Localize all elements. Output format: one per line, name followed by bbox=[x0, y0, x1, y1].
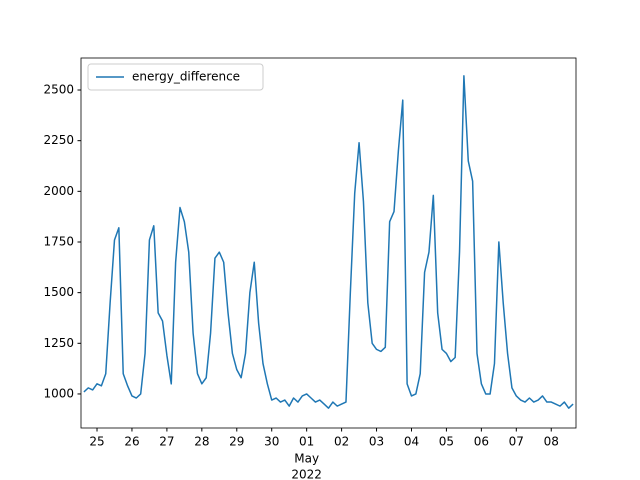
x-tick-label: 04 bbox=[404, 435, 419, 449]
y-tick-label: 1500 bbox=[43, 285, 74, 299]
legend-box bbox=[87, 63, 264, 91]
x-tick-label: 25 bbox=[89, 435, 104, 449]
x-tick-label: 01 bbox=[299, 435, 314, 449]
y-tick-label: 2500 bbox=[43, 83, 74, 97]
y-tick-label: 2250 bbox=[43, 133, 74, 147]
x-tick-label: 05 bbox=[439, 435, 454, 449]
y-tick-label: 1750 bbox=[43, 234, 74, 248]
x-tick-label: 08 bbox=[544, 435, 559, 449]
legend-label: energy_difference bbox=[132, 70, 240, 84]
axes-frame bbox=[80, 57, 577, 429]
x-tick-label: 07 bbox=[509, 435, 524, 449]
data-line bbox=[83, 75, 574, 409]
y-tick-label: 1250 bbox=[43, 336, 74, 350]
y-tick-label: 1000 bbox=[43, 386, 74, 400]
x-tick-label: 29 bbox=[229, 435, 244, 449]
x-tick-label: 30 bbox=[264, 435, 279, 449]
x-tick-label: 03 bbox=[369, 435, 384, 449]
x-tick-sublabel: May bbox=[294, 452, 319, 466]
x-tick-label: 28 bbox=[194, 435, 209, 449]
y-tick-label: 2000 bbox=[43, 184, 74, 198]
x-tick-label: 26 bbox=[124, 435, 139, 449]
x-tick-label: 02 bbox=[334, 435, 349, 449]
x-tick-label: 27 bbox=[159, 435, 174, 449]
x-tick-sublabel: 2022 bbox=[291, 468, 322, 480]
x-tick-label: 06 bbox=[474, 435, 489, 449]
